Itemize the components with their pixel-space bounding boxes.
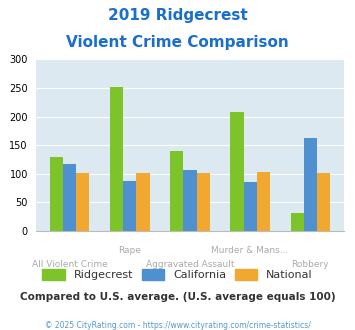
Text: © 2025 CityRating.com - https://www.cityrating.com/crime-statistics/: © 2025 CityRating.com - https://www.city…: [45, 321, 310, 330]
Bar: [290, 213, 304, 231]
Legend: Ridgecrest, California, National: Ridgecrest, California, National: [38, 265, 317, 284]
Bar: [317, 173, 330, 231]
Bar: [50, 157, 63, 231]
Text: 2019 Ridgecrest: 2019 Ridgecrest: [108, 8, 247, 23]
Bar: [63, 163, 76, 231]
Bar: [136, 173, 149, 231]
Text: Robbery: Robbery: [291, 260, 329, 269]
Bar: [76, 173, 89, 231]
Bar: [170, 151, 183, 231]
Text: Compared to U.S. average. (U.S. average equals 100): Compared to U.S. average. (U.S. average …: [20, 292, 335, 302]
Text: Violent Crime Comparison: Violent Crime Comparison: [66, 35, 289, 50]
Bar: [244, 182, 257, 231]
Text: Aggravated Assault: Aggravated Assault: [146, 260, 234, 269]
Bar: [110, 87, 123, 231]
Text: All Violent Crime: All Violent Crime: [32, 260, 107, 269]
Text: Murder & Mans...: Murder & Mans...: [212, 246, 289, 255]
Bar: [123, 181, 136, 231]
Text: Rape: Rape: [118, 246, 141, 255]
Bar: [304, 138, 317, 231]
Bar: [257, 172, 270, 231]
Bar: [183, 170, 197, 231]
Bar: [230, 112, 244, 231]
Bar: [197, 173, 210, 231]
